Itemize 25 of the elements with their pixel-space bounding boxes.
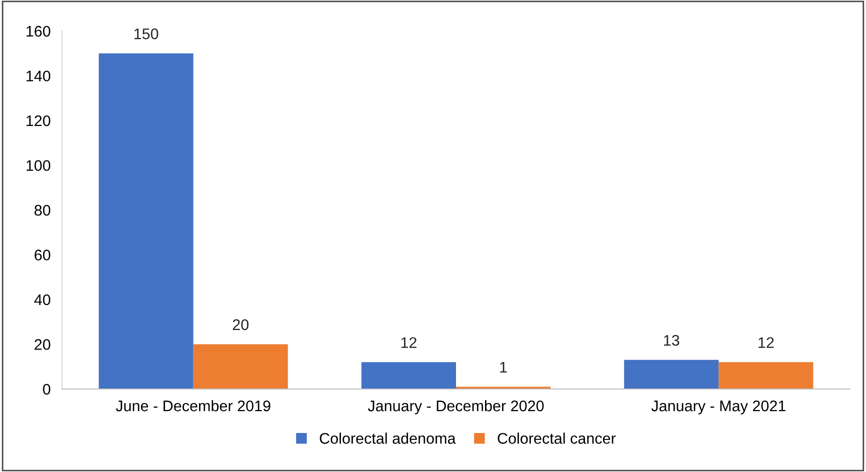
y-tick-label: 60 <box>34 250 50 260</box>
y-tick-label: 100 <box>26 160 50 171</box>
data-label: 12 <box>401 337 416 348</box>
bar <box>624 360 719 389</box>
x-tick-label: January - December 2020 <box>368 400 544 414</box>
data-label: 1 <box>500 362 507 372</box>
legend-label: Colorectal adenoma <box>320 432 456 444</box>
data-label: 12 <box>758 337 774 348</box>
y-tick-label: 0 <box>42 384 50 395</box>
y-tick-label: 160 <box>26 26 50 37</box>
y-tick-label: 120 <box>26 115 50 126</box>
bar <box>718 362 814 389</box>
y-tick-label: 140 <box>26 70 50 82</box>
data-label: 20 <box>232 319 249 330</box>
y-tick-label: 20 <box>34 339 50 350</box>
data-label: 13 <box>664 334 680 346</box>
x-tick-label: January - May 2021 <box>651 400 786 414</box>
bar <box>361 362 456 389</box>
bar <box>193 344 288 389</box>
bar <box>98 53 194 389</box>
x-tick-label: June - December 2019 <box>116 400 270 412</box>
y-tick-label: 40 <box>34 294 50 306</box>
data-label: 150 <box>134 28 158 40</box>
legend-label: Colorectal cancer <box>498 432 616 444</box>
y-tick-label: 80 <box>34 204 50 216</box>
